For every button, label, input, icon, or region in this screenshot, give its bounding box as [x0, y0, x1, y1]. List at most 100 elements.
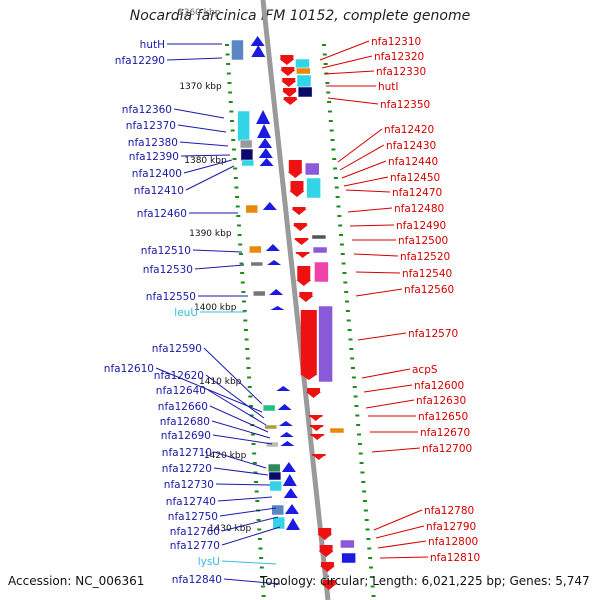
gene-block-forward	[264, 424, 278, 430]
gene-arrow-forward	[278, 421, 293, 426]
gene-leader-line	[365, 399, 415, 409]
gene-leader-line	[323, 70, 375, 75]
ruler-tick	[348, 338, 353, 341]
ruler-tick	[235, 205, 240, 208]
gene-block-forward	[269, 480, 282, 492]
ruler-tick	[363, 509, 368, 512]
ruler-tick	[259, 557, 264, 559]
gene-label-nfa12590: nfa12590	[152, 343, 202, 355]
ruler-tick	[243, 329, 248, 331]
ruler-tick	[357, 443, 362, 445]
gene-leader-line	[166, 57, 223, 61]
gene-label-hutI: hutI	[378, 81, 399, 93]
ruler-tick	[229, 110, 234, 113]
ruler-tick	[360, 471, 365, 474]
gene-label-nfa12770: nfa12770	[170, 540, 220, 552]
gene-arrow-forward	[259, 158, 274, 166]
gene-leader-line	[213, 451, 267, 469]
ruler-tick	[261, 585, 266, 588]
ruler-label: 1360 kbp	[178, 8, 221, 18]
gene-arrow-reverse	[297, 266, 311, 280]
ruler-tick	[357, 433, 362, 436]
ruler-tick	[252, 452, 257, 455]
ruler-tick	[236, 215, 241, 217]
gene-label-nfa12810: nfa12810	[430, 552, 480, 564]
gene-arrow-reverse	[307, 388, 321, 392]
gene-arrow-reverse-head	[282, 91, 298, 97]
ruler-tick	[346, 319, 351, 322]
gene-block-reverse	[306, 177, 321, 199]
gene-label-nfa12560: nfa12560	[404, 284, 454, 296]
ruler-tick	[347, 329, 352, 331]
gene-arrow-reverse-head	[289, 191, 305, 197]
ruler-tick	[239, 262, 244, 265]
gene-arrow-reverse-head	[279, 59, 295, 65]
gene-leader-line	[207, 389, 267, 426]
ruler-tick	[328, 120, 333, 122]
gene-label-nfa12720: nfa12720	[162, 463, 212, 475]
ruler-tick	[255, 500, 260, 502]
gene-block-forward	[231, 39, 244, 61]
gene-arrow-reverse	[292, 207, 306, 209]
gene-leader-line	[185, 165, 235, 191]
ruler-tick	[325, 82, 330, 84]
gene-leader-line	[221, 560, 277, 565]
gene-leader-line	[221, 526, 281, 546]
gene-arrow-forward	[265, 244, 280, 251]
gene-arrow-reverse-head	[291, 209, 307, 215]
gene-block-forward	[262, 404, 276, 412]
ruler-tick	[228, 91, 233, 94]
gene-block-forward	[240, 148, 254, 162]
ruler-tick	[247, 376, 252, 379]
gene-label-nfa12780: nfa12780	[424, 505, 474, 517]
ruler-tick	[368, 557, 373, 559]
ruler-tick	[261, 595, 266, 597]
ruler-tick	[340, 253, 345, 255]
gene-arrow-reverse-head	[309, 425, 324, 431]
ruler-tick	[230, 129, 235, 132]
gene-arrow-reverse-head	[321, 584, 337, 590]
gene-arrow-forward	[256, 110, 271, 124]
gene-arrow-reverse	[322, 580, 336, 584]
gene-leader-line	[375, 525, 425, 539]
ruler-tick	[371, 595, 376, 597]
gene-block-reverse	[296, 67, 311, 75]
gene-label-nfa12600: nfa12600	[414, 380, 464, 392]
ruler-tick	[231, 139, 236, 141]
ruler-tick	[249, 405, 253, 407]
ruler-tick	[354, 405, 359, 407]
gene-label-nfa12610: nfa12610	[104, 363, 154, 375]
ruler-tick	[359, 462, 364, 464]
gene-arrow-forward	[270, 306, 285, 310]
gene-label-nfa12570: nfa12570	[408, 328, 458, 340]
gene-leader-line	[371, 447, 421, 453]
gene-arrow-forward	[280, 441, 295, 446]
ruler-tick	[351, 376, 356, 379]
gene-block-forward	[250, 261, 263, 267]
ruler-tick	[232, 158, 237, 160]
gene-arrow-reverse-head	[280, 70, 296, 76]
gene-arrow-forward	[279, 432, 294, 437]
gene-arrow-reverse	[318, 528, 332, 534]
gene-arrow-reverse-head	[281, 81, 297, 87]
ruler-tick	[249, 414, 254, 417]
ruler-tick	[343, 281, 348, 284]
ruler-tick	[370, 585, 375, 588]
gene-block-forward	[241, 159, 255, 167]
gene-arrow-reverse-head	[309, 434, 325, 440]
ruler-tick	[242, 310, 247, 312]
ruler-tick	[240, 272, 245, 274]
gene-leader-line	[183, 159, 233, 174]
ruler-tick	[361, 481, 366, 483]
gene-arrow-reverse	[293, 223, 307, 225]
gene-leader-line	[379, 556, 429, 559]
gene-arrow-reverse	[281, 67, 295, 70]
gene-label-nfa12450: nfa12450	[390, 172, 440, 184]
ruler-tick	[352, 386, 357, 388]
ruler-tick	[258, 547, 263, 550]
gene-leader-line	[337, 128, 383, 163]
gene-arrow-reverse-head	[311, 454, 327, 460]
gene-leader-line	[203, 347, 263, 405]
gene-block-reverse	[296, 74, 312, 88]
